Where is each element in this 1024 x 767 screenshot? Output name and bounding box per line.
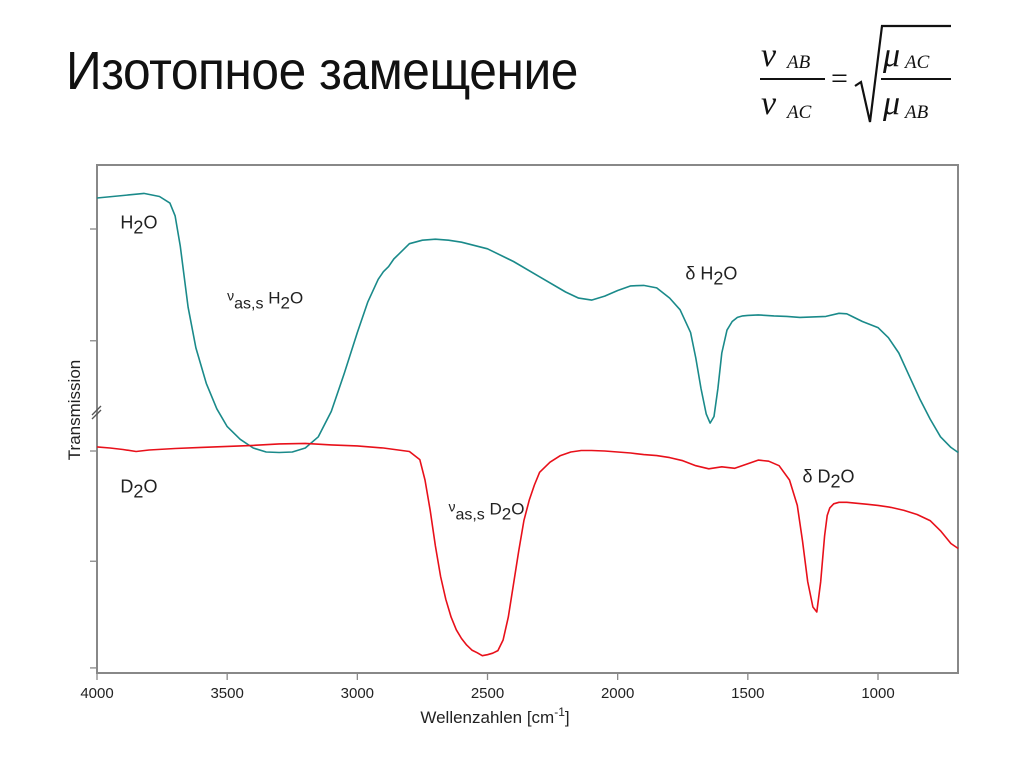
label-h2o: H2O [120, 213, 157, 238]
mu-ac-symbol: μ [882, 37, 900, 74]
nu-ab-subscript: AB [785, 52, 811, 73]
mu-ac-subscript: AC [903, 52, 930, 73]
x-tick-label: 4000 [80, 685, 113, 702]
mu-ab-subscript: AB [903, 102, 929, 123]
isotope-frequency-formula: ν AB ν AC = μ AC μ AB [755, 22, 955, 132]
series-line-d2o [96, 442, 959, 657]
nu-ab-symbol: ν [761, 37, 777, 74]
label-delta-d2o: δ D2O [803, 467, 855, 492]
equals-sign: = [831, 62, 848, 95]
x-tick-label: 3000 [341, 685, 374, 702]
mu-ab-symbol: μ [882, 85, 900, 122]
label-nu-d2o: νas,s D2O [448, 499, 524, 524]
x-tick-label: 2500 [471, 685, 504, 702]
x-tick-label: 2000 [601, 685, 634, 702]
nu-ac-symbol: ν [761, 85, 777, 122]
label-delta-h2o: δ H2O [685, 263, 737, 288]
x-tick-label: 1000 [861, 685, 894, 702]
x-axis-label: Wellenzahlen [cm-1] [420, 705, 569, 727]
plot-frame [96, 164, 959, 674]
series-layer [96, 192, 959, 657]
label-nu-h2o: νas,s H2O [227, 288, 303, 313]
y-axis-break-icon [91, 405, 102, 420]
annotation-layer: H2O νas,s H2O δ H2O D2O νas,s D2O δ D2O [120, 213, 854, 524]
x-axis-ticks: 4000 3500 3000 2500 2000 1500 1000 [80, 673, 895, 702]
formula-graphic: ν AB ν AC = μ AC μ AB [760, 24, 951, 123]
x-tick-label: 3500 [210, 685, 243, 702]
y-axis-label: Transmission [65, 360, 84, 460]
y-axis-ticks [90, 228, 97, 669]
series-line-h2o [96, 192, 959, 454]
x-tick-label: 1500 [731, 685, 764, 702]
square-root-icon [854, 24, 951, 123]
label-d2o: D2O [120, 477, 157, 502]
slide-title: Изотопное замещение [66, 41, 578, 101]
nu-ac-subscript: AC [785, 102, 812, 123]
